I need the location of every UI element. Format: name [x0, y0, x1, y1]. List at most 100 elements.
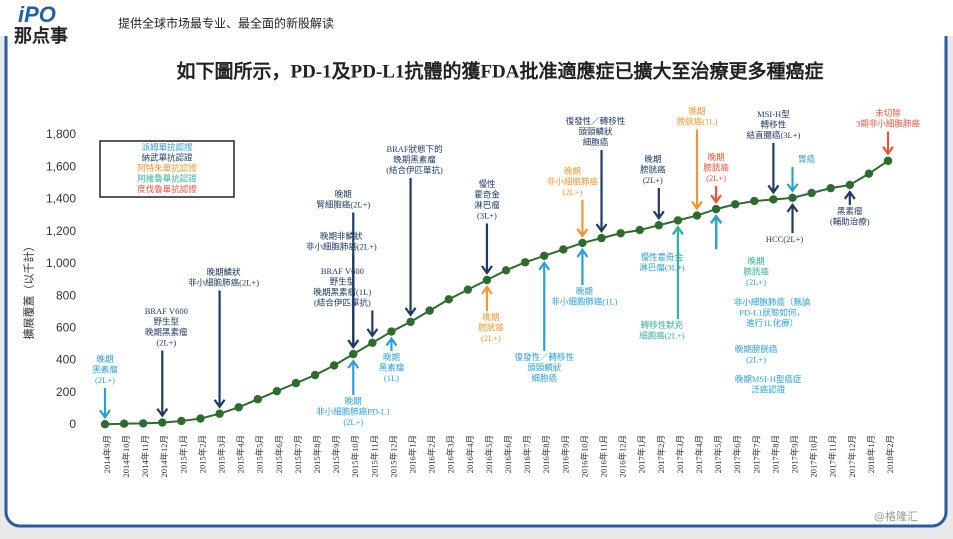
- data-point: [368, 338, 377, 348]
- annotation: 復發性／轉移性: [566, 116, 626, 126]
- annotation: BRAF狀態下的: [386, 144, 442, 154]
- data-point: [520, 258, 530, 267]
- arrow-head: [576, 248, 589, 258]
- annotation: 細胞癌: [583, 137, 609, 147]
- y-tick-label: 1,600: [46, 159, 76, 173]
- data-point: [826, 183, 835, 193]
- annotation: 晚期: [564, 166, 581, 176]
- arrow-head: [652, 210, 665, 221]
- arrow-head: [481, 265, 493, 275]
- annotation: PD-L1狀態如何，: [739, 307, 805, 317]
- data-point: [654, 221, 664, 230]
- data-point: [234, 403, 243, 412]
- x-tick-label: 2015年8月: [312, 435, 322, 473]
- arrow-head: [347, 339, 360, 350]
- arrow-head: [595, 223, 608, 234]
- x-tick-label: 2015年1月: [178, 435, 188, 473]
- data-point: [329, 361, 339, 370]
- x-tick-label: 2017年7月: [751, 435, 761, 473]
- data-point: [540, 251, 549, 261]
- header-bg: [0, 0, 953, 36]
- y-tick-label: 800: [56, 288, 76, 302]
- arrow-head: [843, 190, 856, 200]
- annotation: 淋巴瘤(3L+): [639, 262, 685, 272]
- arrow-head: [767, 184, 780, 195]
- y-tick-label: 0: [69, 417, 76, 431]
- data-point: [310, 370, 320, 380]
- arrow-head: [213, 399, 226, 409]
- x-tick-label: 2017年5月: [713, 435, 723, 473]
- annotation: BRAF V600: [321, 266, 364, 276]
- data-point: [692, 211, 702, 220]
- data-point: [864, 169, 874, 178]
- x-tick-label: 2016年12月: [618, 435, 628, 478]
- data-point: [177, 416, 186, 426]
- x-tick-label: 2018年2月: [885, 435, 895, 473]
- x-tick-label: 2017年10月: [809, 435, 819, 478]
- arrow-head: [691, 200, 703, 211]
- y-tick-label: 1,000: [46, 256, 76, 270]
- annotation: (2L+): [95, 375, 115, 385]
- arrow-head: [481, 285, 493, 295]
- annotation: (2L+): [746, 277, 766, 287]
- annotation: 慢性: [478, 179, 496, 189]
- logo: 那点事: [14, 25, 68, 47]
- data-point: [807, 188, 816, 198]
- data-point: [845, 180, 855, 190]
- legend-label: 度伐魯單抗認證: [137, 184, 197, 194]
- data-point: [100, 419, 110, 429]
- annotation: 轉移性: [761, 119, 787, 129]
- annotation: 頭頸鱗狀: [527, 362, 562, 372]
- watermark: @格隆汇: [874, 509, 918, 523]
- data-point: [731, 200, 740, 209]
- data-point: [196, 414, 205, 423]
- annotation: 晚期: [689, 106, 706, 116]
- x-tick-label: 2018年1月: [866, 435, 876, 473]
- x-tick-label: 2015年10月: [350, 435, 360, 478]
- x-tick-label: 2016年1月: [408, 435, 418, 473]
- annotation: 晚期非鱗狀: [320, 231, 363, 241]
- data-point: [387, 327, 396, 336]
- arrow-head: [404, 307, 417, 317]
- data-point: [272, 386, 282, 396]
- annotation: (2L+): [746, 354, 766, 364]
- data-point: [635, 225, 644, 235]
- annotation: 淋巴瘤: [474, 200, 500, 210]
- annotation: (2L+): [156, 337, 176, 347]
- annotation: 黑素瘤: [379, 362, 405, 372]
- annotation: 晚期: [482, 312, 499, 322]
- annotation: 復發性／轉移性: [514, 352, 574, 362]
- annotation: (輔助治療): [830, 216, 870, 226]
- legend-label: 納武單抗認證: [141, 152, 193, 162]
- annotation: (1L): [384, 373, 399, 383]
- x-tick-label: 2014年11月: [140, 435, 150, 477]
- chart-title: 如下圖所示，PD-1及PD-L1抗體的獲FDA批准適應症已擴大至治療更多種癌症: [176, 59, 823, 82]
- annotation: 慢性霍奇金: [641, 252, 684, 262]
- x-tick-label: 2017年12月: [847, 435, 857, 478]
- arrow-head: [786, 202, 799, 213]
- annotation: (2L+): [562, 187, 582, 197]
- x-tick-label: 2014年12月: [159, 435, 169, 478]
- x-tick-label: 2017年11月: [828, 435, 838, 477]
- x-tick-label: 2015年11月: [369, 435, 379, 477]
- annotation: 泛癌認證: [751, 384, 786, 394]
- annotation: HCC(2L+): [766, 234, 804, 244]
- annotation: 晚期: [644, 154, 661, 164]
- annotation: 晚期膀胱癌: [735, 344, 778, 354]
- x-tick-label: 2015年4月: [236, 435, 246, 473]
- annotation: 晚期: [383, 352, 400, 362]
- arrow-head: [99, 409, 111, 420]
- data-point: [597, 233, 606, 243]
- arrow-head: [156, 407, 169, 418]
- data-point: [291, 378, 301, 388]
- annotation: 非小細胞肺癌PD-L1: [316, 406, 390, 416]
- x-tick-label: 2017年2月: [656, 435, 666, 473]
- annotation: 轉移性默克: [641, 320, 684, 330]
- annotation: (2L+): [643, 175, 663, 185]
- y-tick-label: 200: [56, 385, 76, 399]
- annotation: 黑素瘤: [837, 206, 863, 216]
- annotation: 3期非小細胞肺癌: [856, 118, 920, 128]
- x-tick-label: 2017年3月: [675, 435, 685, 473]
